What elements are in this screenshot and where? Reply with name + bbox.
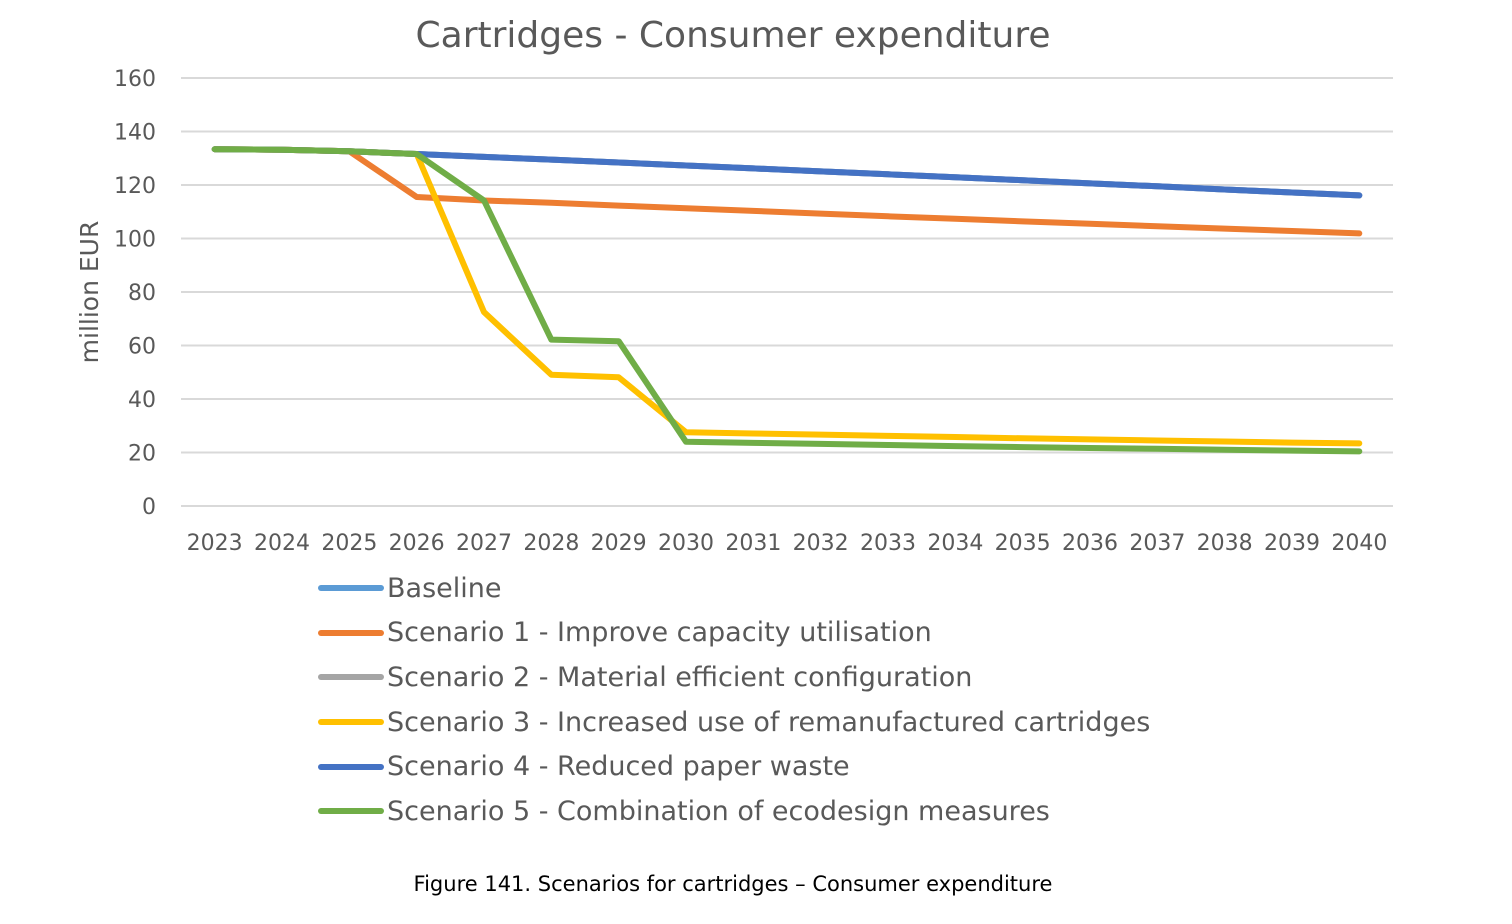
y-tick-label: 120 xyxy=(114,174,156,199)
legend-label: Scenario 1 - Improve capacity utilisatio… xyxy=(387,617,932,649)
x-tick-label: 2023 xyxy=(187,531,243,556)
legend-item: Scenario 3 - Increased use of remanufact… xyxy=(318,700,1150,745)
x-tick-label: 2024 xyxy=(254,531,310,556)
y-tick-label: 60 xyxy=(128,335,156,360)
legend-label: Scenario 3 - Increased use of remanufact… xyxy=(387,706,1151,738)
chart-title: Cartridges - Consumer expenditure xyxy=(416,15,1051,56)
x-tick-label: 2030 xyxy=(658,531,714,556)
y-tick-label: 80 xyxy=(128,281,156,306)
legend-label: Scenario 2 - Material efficient configur… xyxy=(387,661,973,693)
legend-label: Scenario 5 - Combination of ecodesign me… xyxy=(387,795,1050,827)
x-tick-label: 2026 xyxy=(389,531,445,556)
legend-item: Baseline xyxy=(318,566,1150,611)
line-chart: Cartridges - Consumer expenditure millio… xyxy=(75,15,1393,556)
series-lines xyxy=(211,146,1363,455)
x-tick-label: 2029 xyxy=(591,531,647,556)
y-axis-label: million EUR xyxy=(75,221,104,364)
chart-legend: Baseline Scenario 1 - Improve capacity ut… xyxy=(318,566,1150,834)
legend-label: Baseline xyxy=(387,572,502,604)
x-tick-label: 2035 xyxy=(995,531,1051,556)
legend-item: Scenario 4 - Reduced paper waste xyxy=(318,744,1150,789)
y-tick-label: 40 xyxy=(128,388,156,413)
x-tick-label: 2033 xyxy=(860,531,916,556)
x-tick-label: 2037 xyxy=(1129,531,1185,556)
y-tick-label: 0 xyxy=(142,495,156,520)
series-line-1 xyxy=(211,146,1363,237)
legend-swatch xyxy=(318,719,384,726)
legend-swatch xyxy=(318,585,384,592)
x-tick-label: 2032 xyxy=(793,531,849,556)
x-tick-label: 2038 xyxy=(1197,531,1253,556)
y-tick-label: 20 xyxy=(128,442,156,467)
legend-swatch xyxy=(318,763,384,770)
legend-swatch xyxy=(318,629,384,636)
x-tick-label: 2027 xyxy=(456,531,512,556)
y-tick-label: 140 xyxy=(114,121,156,146)
x-tick-label: 2031 xyxy=(725,531,781,556)
y-axis-ticks: 0 20 40 60 80 100 120 140 160 xyxy=(114,67,156,520)
x-tick-label: 2025 xyxy=(321,531,377,556)
legend-label: Scenario 4 - Reduced paper waste xyxy=(387,751,850,783)
figure-caption: Figure 141. Scenarios for cartridges – C… xyxy=(413,872,1053,896)
x-tick-label: 2028 xyxy=(523,531,579,556)
x-tick-label: 2034 xyxy=(927,531,983,556)
y-tick-label: 160 xyxy=(114,67,156,92)
legend-swatch xyxy=(318,808,384,815)
legend-item: Scenario 2 - Material efficient configur… xyxy=(318,655,1150,700)
y-tick-label: 100 xyxy=(114,228,156,253)
legend-item: Scenario 5 - Combination of ecodesign me… xyxy=(318,789,1150,834)
series-line-5 xyxy=(211,146,1363,455)
series-line-4 xyxy=(211,146,1363,199)
x-tick-label: 2040 xyxy=(1331,531,1387,556)
legend-item: Scenario 1 - Improve capacity utilisatio… xyxy=(318,611,1150,656)
x-tick-label: 2036 xyxy=(1062,531,1118,556)
x-tick-label: 2039 xyxy=(1264,531,1320,556)
legend-swatch xyxy=(318,674,384,681)
x-axis-ticks: 2023 2024 2025 2026 2027 2028 2029 2030 2031 2032… xyxy=(187,531,1388,556)
